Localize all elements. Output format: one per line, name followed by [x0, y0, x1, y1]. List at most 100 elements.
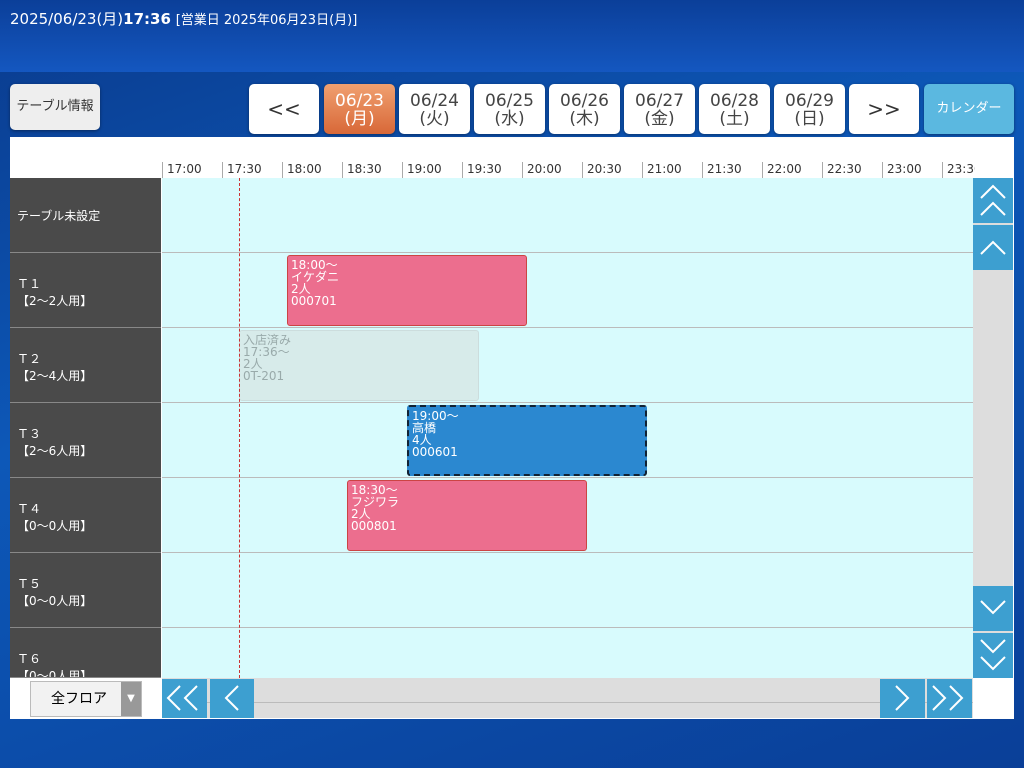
time-tick: [282, 162, 283, 178]
reservation-line: 2人: [291, 282, 311, 296]
horizontal-scrollbar: [162, 678, 973, 718]
floor-select[interactable]: 全フロア ▼: [30, 681, 142, 717]
table-row-header: テーブル未設定: [10, 178, 161, 253]
reservation[interactable]: 入店済み 17:36～ 2人 0T-201: [239, 330, 479, 401]
floor-label: 全フロア: [51, 691, 107, 707]
time-tick: [402, 162, 403, 178]
time-label: 23:30: [947, 162, 975, 176]
reservation[interactable]: 18:30～ フジワラ 2人 000801: [347, 480, 587, 551]
time-label: 17:00: [167, 162, 202, 176]
reservation-line: 0T-201: [243, 369, 285, 383]
reservation[interactable]: 19:00～ 高橋 4人 000601: [407, 405, 647, 476]
time-tick: [342, 162, 343, 178]
day-weekday: (月): [344, 109, 375, 129]
time-tick: [162, 162, 163, 178]
time-tick: [882, 162, 883, 178]
time-label: 19:30: [467, 162, 502, 176]
table-name: Ｔ５: [17, 577, 42, 591]
table-row-header: Ｔ３ 【2～6人用】: [10, 403, 161, 478]
day-tab[interactable]: 06/27 (金): [624, 84, 695, 134]
day-tab[interactable]: 06/26 (木): [549, 84, 620, 134]
table-row-header: Ｔ２ 【2～4人用】: [10, 328, 161, 403]
reservation-line: 18:30～: [351, 483, 398, 497]
time-label: 18:00: [287, 162, 322, 176]
day-tab[interactable]: 06/25 (水): [474, 84, 545, 134]
day-weekday: (火): [419, 109, 450, 129]
day-date: 06/28: [710, 91, 759, 111]
date: 2025/06/23(月): [10, 10, 124, 28]
table-row-header: Ｔ４ 【0～0人用】: [10, 478, 161, 553]
time-label: 17:30: [227, 162, 262, 176]
row-divider: [162, 627, 973, 628]
day-date: 06/27: [635, 91, 684, 111]
day-weekday: (土): [719, 109, 750, 129]
day-tab[interactable]: 06/28 (土): [699, 84, 770, 134]
table-name: Ｔ３: [17, 427, 42, 441]
vertical-scrollbar: [973, 178, 1013, 678]
prev-week-button[interactable]: <<: [249, 84, 319, 134]
reservation-line: 4人: [412, 433, 432, 447]
day-weekday: (木): [569, 109, 600, 129]
reservation-line: 000601: [412, 445, 458, 459]
time-label: 22:30: [827, 162, 862, 176]
row-divider: [162, 702, 973, 703]
reservation-line: 高橋: [412, 421, 437, 435]
table-name: Ｔ２: [17, 352, 42, 366]
day-tab[interactable]: 06/23 (月): [324, 84, 395, 134]
day-date: 06/24: [410, 91, 459, 111]
day-tab[interactable]: 06/29 (日): [774, 84, 845, 134]
day-date: 06/25: [485, 91, 534, 111]
header: 2025/06/23(月)17:36 [営業日 2025年06月23日(月)]: [0, 0, 1024, 72]
table-row-header: Ｔ５ 【0～0人用】: [10, 553, 161, 628]
current-time-line: [239, 178, 240, 678]
time-tick: [702, 162, 703, 178]
table-capacity: 【0～0人用】: [17, 594, 93, 608]
row-divider: [162, 252, 973, 253]
time-tick: [222, 162, 223, 178]
row-divider: [162, 402, 973, 403]
reservation-line: 19:00～: [412, 409, 459, 423]
row-divider: [162, 477, 973, 478]
time-label: 20:00: [527, 162, 562, 176]
reservation-line: 000701: [291, 294, 337, 308]
time-label: 23:00: [887, 162, 922, 176]
table-capacity: 【2～6人用】: [17, 444, 93, 458]
time-tick: [822, 162, 823, 178]
time-tick: [522, 162, 523, 178]
day-tab[interactable]: 06/24 (火): [399, 84, 470, 134]
time-tick: [942, 162, 943, 178]
table-info-button[interactable]: テーブル情報: [10, 84, 100, 130]
table-name: テーブル未設定: [17, 209, 101, 223]
time-tick: [642, 162, 643, 178]
time-label: 21:00: [647, 162, 682, 176]
reservation[interactable]: 18:00～ イケダニ 2人 000701: [287, 255, 527, 326]
time-label: 21:30: [707, 162, 742, 176]
next-week-button[interactable]: >>: [849, 84, 919, 134]
day-date: 06/29: [785, 91, 834, 111]
time: 17:36: [123, 10, 171, 28]
reservation-line: イケダニ: [291, 270, 340, 284]
day-weekday: (水): [494, 109, 525, 129]
time-tick: [582, 162, 583, 178]
reservation-line: 2人: [243, 357, 263, 371]
table-row-header: Ｔ６ 【0～0人用】: [10, 628, 161, 678]
day-date: 06/26: [560, 91, 609, 111]
time-label: 18:30: [347, 162, 382, 176]
time-tick: [762, 162, 763, 178]
time-label: 19:00: [407, 162, 442, 176]
day-weekday: (金): [644, 109, 675, 129]
row-divider: [162, 552, 973, 553]
table-capacity: 【2～4人用】: [17, 369, 93, 383]
table-capacity: 【2～2人用】: [17, 294, 93, 308]
table-name: Ｔ４: [17, 502, 42, 516]
table-row-header: Ｔ１ 【2～2人用】: [10, 253, 161, 328]
time-tick: [462, 162, 463, 178]
business-day: [営業日 2025年06月23日(月)]: [175, 13, 358, 28]
dropdown-arrow: ▼: [121, 682, 141, 716]
time-label: 20:30: [587, 162, 622, 176]
calendar-button[interactable]: カレンダー: [924, 84, 1014, 134]
day-weekday: (日): [794, 109, 825, 129]
row-divider: [162, 327, 973, 328]
table-capacity: 【0～0人用】: [17, 669, 93, 678]
